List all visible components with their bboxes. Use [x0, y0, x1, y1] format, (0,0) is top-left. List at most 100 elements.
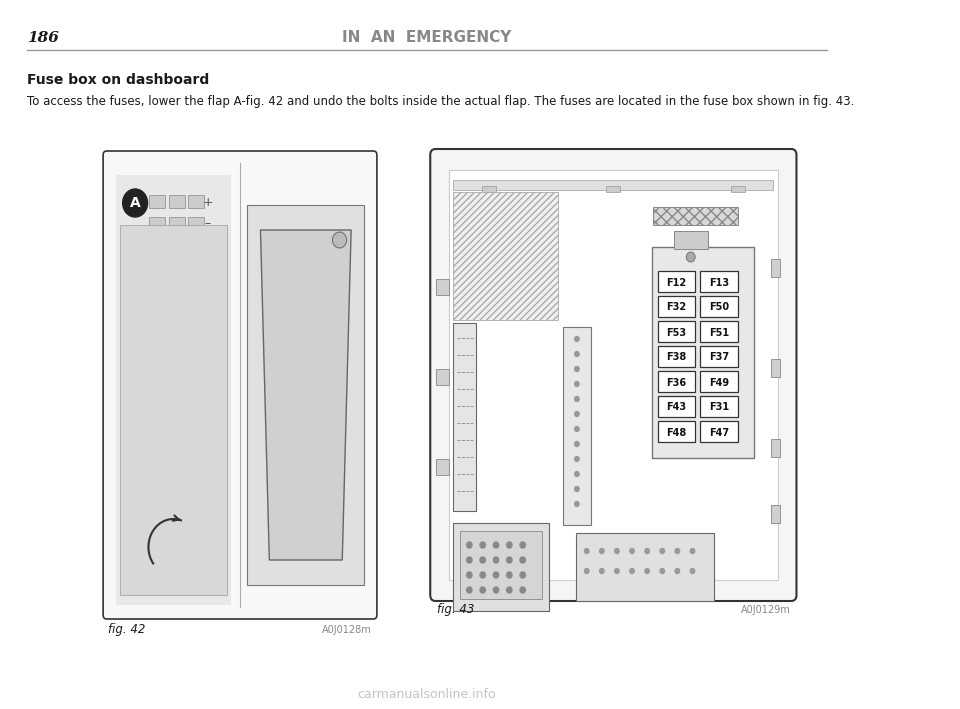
Circle shape — [493, 587, 498, 593]
Text: F49: F49 — [709, 377, 730, 388]
Bar — [188, 195, 204, 208]
Text: +: + — [203, 196, 213, 209]
Circle shape — [575, 411, 579, 416]
Circle shape — [480, 542, 486, 548]
Circle shape — [507, 587, 512, 593]
Circle shape — [507, 572, 512, 578]
Bar — [169, 217, 185, 230]
Bar — [658, 271, 695, 292]
Text: Fuse box on dashboard: Fuse box on dashboard — [27, 73, 209, 87]
Text: F13: F13 — [709, 277, 730, 288]
Bar — [436, 459, 449, 475]
Bar — [115, 175, 231, 605]
Bar — [150, 217, 165, 230]
Bar — [701, 371, 738, 392]
Circle shape — [493, 542, 498, 548]
Bar — [771, 505, 780, 523]
Bar — [453, 192, 559, 320]
Bar — [701, 396, 738, 417]
Bar — [771, 359, 780, 377]
Bar — [654, 207, 738, 225]
Bar — [674, 231, 708, 249]
Bar — [731, 186, 745, 192]
Bar — [653, 247, 754, 458]
Bar — [771, 439, 780, 457]
Bar — [436, 279, 449, 295]
Bar — [658, 421, 695, 442]
Circle shape — [585, 549, 588, 554]
Text: fig. 43: fig. 43 — [438, 603, 475, 616]
Circle shape — [660, 549, 664, 554]
Circle shape — [585, 569, 588, 574]
Circle shape — [520, 572, 525, 578]
Bar — [607, 186, 620, 192]
Circle shape — [520, 557, 525, 563]
Text: F12: F12 — [666, 277, 686, 288]
Bar — [771, 259, 780, 277]
Bar — [120, 225, 227, 595]
Circle shape — [575, 471, 579, 476]
Circle shape — [690, 569, 695, 574]
Text: fig. 42: fig. 42 — [108, 623, 146, 636]
Text: F31: F31 — [709, 403, 730, 413]
Circle shape — [630, 549, 635, 554]
Bar — [188, 217, 204, 230]
Text: F47: F47 — [709, 428, 730, 437]
Circle shape — [467, 542, 472, 548]
Circle shape — [575, 352, 579, 357]
Circle shape — [575, 381, 579, 386]
Bar — [701, 346, 738, 367]
Circle shape — [643, 539, 658, 555]
Bar — [247, 205, 365, 585]
Bar — [701, 271, 738, 292]
Circle shape — [675, 549, 680, 554]
Circle shape — [575, 442, 579, 447]
Circle shape — [575, 427, 579, 432]
Circle shape — [614, 549, 619, 554]
Circle shape — [575, 367, 579, 372]
Polygon shape — [260, 230, 351, 560]
Text: F43: F43 — [666, 403, 686, 413]
Text: –: – — [204, 218, 211, 230]
Text: F36: F36 — [666, 377, 686, 388]
Bar — [658, 346, 695, 367]
Circle shape — [645, 549, 649, 554]
Circle shape — [507, 542, 512, 548]
Bar — [436, 369, 449, 385]
Bar — [150, 195, 165, 208]
Circle shape — [600, 549, 604, 554]
Circle shape — [660, 569, 664, 574]
Circle shape — [123, 189, 148, 217]
Circle shape — [332, 232, 347, 248]
Bar — [461, 531, 542, 599]
Bar — [453, 323, 476, 511]
Bar — [449, 170, 778, 580]
Text: F53: F53 — [666, 328, 686, 337]
Bar — [701, 321, 738, 342]
Text: F37: F37 — [709, 352, 730, 362]
Bar — [576, 533, 714, 601]
FancyBboxPatch shape — [430, 149, 797, 601]
FancyBboxPatch shape — [103, 151, 377, 619]
Circle shape — [630, 569, 635, 574]
Circle shape — [575, 457, 579, 462]
Circle shape — [507, 557, 512, 563]
Text: F32: F32 — [666, 303, 686, 313]
Bar — [453, 180, 774, 190]
Circle shape — [493, 572, 498, 578]
Text: carmanualsonline.info: carmanualsonline.info — [357, 688, 496, 701]
Circle shape — [493, 557, 498, 563]
Circle shape — [520, 587, 525, 593]
Text: To access the fuses, lower the flap A-fig. 42 and undo the bolts inside the actu: To access the fuses, lower the flap A-fi… — [27, 96, 854, 108]
Text: IN  AN  EMERGENCY: IN AN EMERGENCY — [342, 30, 512, 45]
Bar — [658, 296, 695, 317]
Circle shape — [614, 569, 619, 574]
Text: F38: F38 — [666, 352, 686, 362]
Circle shape — [690, 549, 695, 554]
Circle shape — [575, 396, 579, 401]
Circle shape — [600, 569, 604, 574]
Circle shape — [467, 587, 472, 593]
Text: F50: F50 — [709, 303, 730, 313]
Circle shape — [675, 569, 680, 574]
Bar — [658, 371, 695, 392]
